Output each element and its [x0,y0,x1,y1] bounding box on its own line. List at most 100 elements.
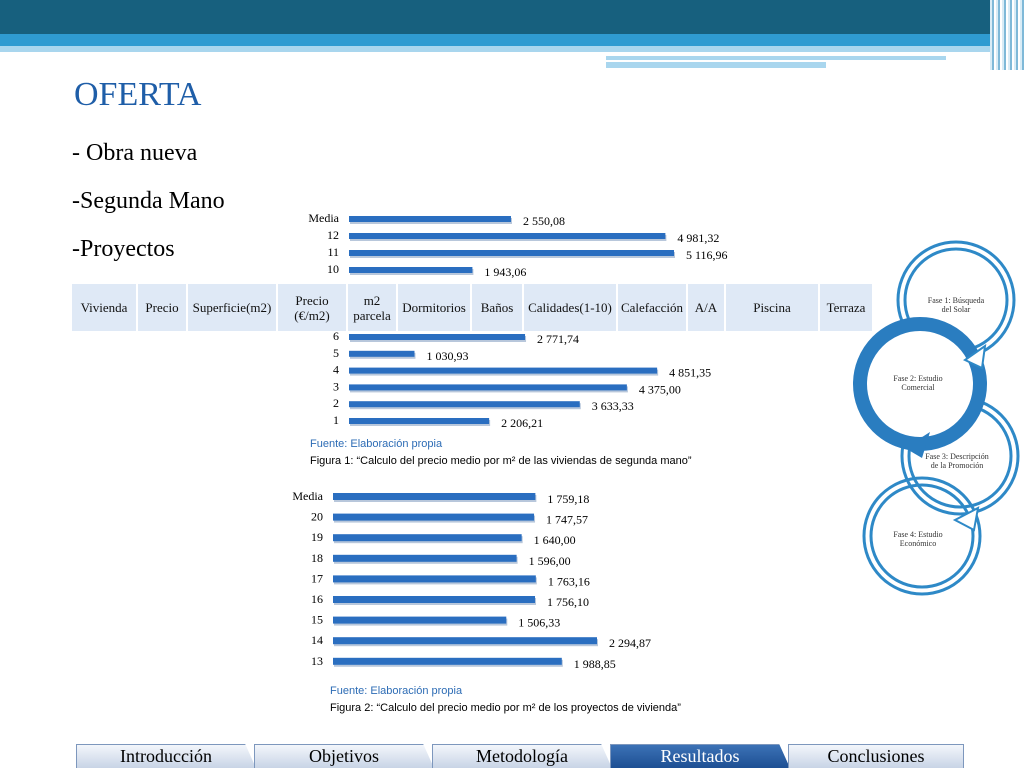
chart2-bar-14 [333,637,597,645]
table-header-cell: Terraza [826,300,866,315]
bullet-segunda-mano: -Segunda Mano [72,188,225,214]
chart1-value-label: 1 030,93 [426,349,468,363]
chart2-value-label: 1 747,57 [546,513,588,527]
attributes-table-header: Vivienda Precio Superficie(m2) Precio (€… [72,284,872,331]
tab-resultados[interactable]: Resultados [610,744,790,768]
chart1-category-label: 1 [333,413,339,427]
table-header-cell: Dormitorios [398,284,472,331]
chart2-value-label: 1 640,00 [534,533,576,547]
phase3-arrowhead [952,506,980,532]
chart2-value-label: 2 294,87 [609,636,651,650]
phase1-arrowhead [963,343,987,370]
phase4-label-line1: Fase 4: Estudio [893,530,943,539]
chart2-category-label: 17 [311,571,323,585]
chart2-category-label: 14 [311,633,323,647]
phase2-label-line1: Fase 2: Estudio [893,374,943,383]
chart1-category-label: 6 [333,329,339,343]
chart1-caption: Figura 1: “Calculo del precio medio por … [310,455,692,467]
chart2-bar-18 [333,554,517,562]
chart2-value-label: 1 763,16 [548,574,590,588]
chart2-bar-Media [333,493,536,500]
tab-introduccion[interactable]: Introducción [76,744,256,768]
chart2-category-label: 16 [311,592,323,606]
header-accent-line-2 [606,62,826,68]
chart2-value-label: 1 506,33 [518,616,560,630]
table-header-cell: Piscina [726,284,820,331]
table-header-cell: Precio (€/m2) [278,284,348,331]
chart0-category-label: 11 [327,245,339,259]
chart2-caption: Figura 2: “Calculo del precio medio por … [330,702,681,714]
table-header-cell: m2 parcela [348,284,398,331]
header-band-mid [0,34,1024,46]
phase3-label-line1: Fase 3: Descripción [925,452,989,461]
chart0-value-label: 1 943,06 [484,265,526,279]
table-header-cell: A/A [688,284,726,331]
table-header-cell: Superficie(m2) [188,284,278,331]
chart0-value-label: 4 981,32 [677,231,719,245]
chart0-value-label: 2 550,08 [523,214,565,228]
header-band-dark [0,0,1024,34]
phase2-label-line2: Comercial [901,383,935,392]
chart1-bar-4 [349,367,658,374]
table-header-cell: Precio [138,284,188,331]
chart2-bar-20 [333,513,535,521]
chart1-value-label: 3 633,33 [592,399,634,413]
chart1-category-label: 5 [333,346,339,360]
tab-objetivos[interactable]: Objetivos [254,744,434,768]
phase2-arrowhead [905,432,930,458]
phase3-label-line2: de la Promoción [930,461,984,470]
slide-title: OFERTA [74,76,202,113]
chart2-value-label: 1 759,18 [547,492,589,506]
tab-conclusiones[interactable]: Conclusiones [788,744,964,768]
chart2-category-label: 19 [311,530,323,544]
chart0-category-label: 12 [327,228,339,242]
chart1-category-label: 4 [333,363,339,377]
chart0-bar-12 [349,233,666,239]
table-header-cell: Vivienda [72,284,138,331]
chart1-bar-6 [349,334,526,340]
phase1-label-line1: Fase 1: Búsqueda [927,296,985,305]
chart1-bar-2 [349,401,580,408]
phase4-ring [862,476,982,596]
bullet-proyectos: -Proyectos [72,236,175,262]
chart1-value-label: 2 771,74 [537,332,579,346]
chart0-bar-10 [349,267,473,273]
chart2-bar-17 [333,575,536,583]
chart2-category-label: 18 [311,551,323,565]
header-stripes [990,0,1024,70]
chart2-bar-19 [333,534,522,542]
chart2-source: Fuente: Elaboración propia [330,685,463,697]
phase4-label: Fase 4: Estudio Económico [876,530,960,548]
bullet-obra-nueva: - Obra nueva [72,140,198,166]
chart1-bar-5 [349,350,415,357]
chart0-bar-11 [349,250,674,256]
chart1-source: Fuente: Elaboración propia [310,438,443,450]
chart1-bar-3 [349,384,627,391]
chart2-bar-16 [333,596,536,603]
chart2-category-label: 20 [311,510,323,524]
phase1-label: Fase 1: Búsqueda del Solar [914,296,998,314]
tab-metodologia[interactable]: Metodología [432,744,612,768]
table-header-cell: Baños [472,284,524,331]
chart0-category-label: 10 [327,262,339,276]
phase1-label-line2: del Solar [941,305,971,314]
section-tabs: Introducción Objetivos Metodología Resul… [76,744,966,768]
chart0-value-label: 5 116,96 [686,248,728,262]
header-accent-line [606,56,946,60]
chart2-category-label: 13 [311,654,323,668]
chart2-value-label: 1 756,10 [547,595,589,609]
chart1-value-label: 2 206,21 [501,416,543,430]
chart1-category-label: 3 [333,379,339,393]
chart2-category-label: Media [292,489,323,503]
chart0-bar-Media [349,216,511,222]
chart1-category-label: 2 [333,396,339,410]
phase4-ring-inner [869,483,975,589]
chart1-value-label: 4 375,00 [639,382,681,396]
chart2-value-label: 1 988,85 [574,657,616,671]
header-band-light [0,46,1024,52]
phase3-label: Fase 3: Descripción de la Promoción [912,452,1002,470]
phase4-label-line2: Económico [899,539,937,548]
chart2-bar-15 [333,616,507,624]
